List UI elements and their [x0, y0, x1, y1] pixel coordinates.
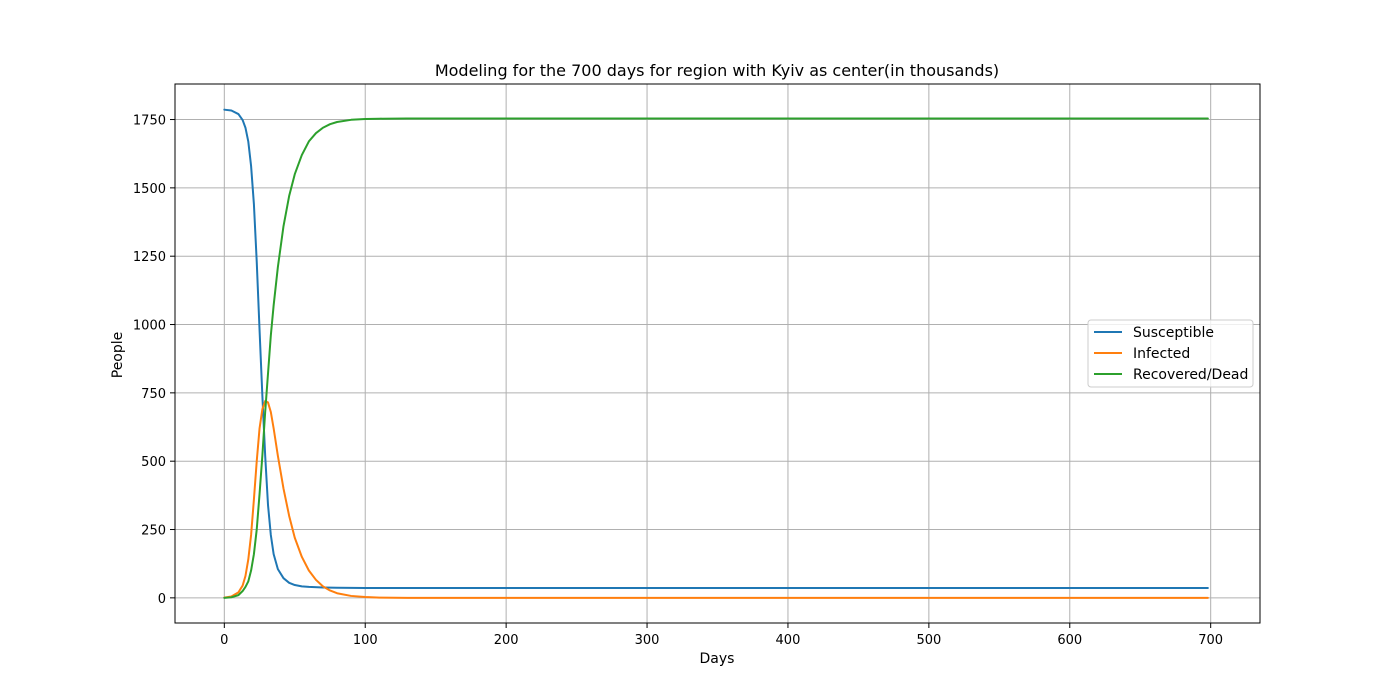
x-tick-label: 500 [916, 633, 941, 648]
chart-title: Modeling for the 700 days for region wit… [435, 61, 999, 80]
grid-layer [175, 84, 1260, 623]
series-line-infected [223, 400, 1209, 599]
y-tick-label: 750 [141, 387, 166, 402]
y-tick-label: 1750 [133, 114, 166, 129]
legend-items: Susceptible Infected Recovered/Dead [1094, 325, 1248, 383]
series-line-susceptible [223, 108, 1209, 590]
x-tick-label: 200 [494, 633, 519, 648]
x-axis-label: Days [700, 651, 735, 667]
series-layer [223, 108, 1209, 599]
plot-area-background [175, 84, 1260, 623]
tick-layer: 0 100 200 300 400 500 600 700 0 250 500 750 1000 1250… [133, 114, 1223, 648]
x-tick-label: 700 [1198, 633, 1223, 648]
plot-area-frame [174, 83, 1261, 624]
y-tick-label: 500 [141, 455, 166, 470]
legend-box [1087, 319, 1254, 388]
legend-label-recovered-dead: Recovered/Dead [1133, 367, 1248, 383]
y-tick-label: 1000 [133, 319, 166, 334]
y-tick-label: 1250 [133, 250, 166, 265]
x-tick-label: 600 [1057, 633, 1082, 648]
x-tick-label: 400 [776, 633, 801, 648]
y-tick-label: 1500 [133, 182, 166, 197]
y-tick-label: 0 [158, 592, 166, 607]
y-axis-label: People [110, 332, 126, 379]
legend-label-susceptible: Susceptible [1133, 325, 1214, 341]
legend: Susceptible Infected Recovered/Dead [1087, 319, 1254, 388]
legend-label-infected: Infected [1133, 346, 1190, 362]
y-tick-label: 250 [141, 524, 166, 539]
x-tick-label: 0 [220, 633, 228, 648]
series-line-recovered-dead [223, 117, 1209, 599]
x-tick-label: 100 [353, 633, 378, 648]
x-tick-label: 300 [635, 633, 660, 648]
